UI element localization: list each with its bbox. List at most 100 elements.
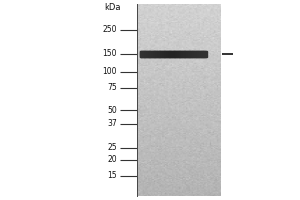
Bar: [150, 51, 151, 57]
Bar: [153, 51, 154, 57]
Bar: [170, 51, 171, 57]
Bar: [142, 51, 143, 57]
Bar: [178, 51, 179, 57]
Bar: [148, 51, 149, 57]
Bar: [177, 51, 178, 57]
Bar: [154, 51, 155, 57]
Bar: [140, 51, 141, 57]
Bar: [141, 51, 142, 57]
Bar: [182, 51, 183, 57]
Bar: [154, 51, 156, 57]
Bar: [179, 51, 180, 57]
Bar: [158, 51, 159, 57]
Bar: [171, 51, 172, 57]
Bar: [193, 51, 194, 57]
Bar: [186, 51, 187, 57]
Bar: [168, 51, 169, 57]
Text: 100: 100: [103, 68, 117, 76]
Bar: [156, 51, 157, 57]
Bar: [160, 51, 161, 57]
Bar: [176, 51, 177, 57]
Bar: [179, 51, 181, 57]
Text: 15: 15: [107, 171, 117, 180]
Bar: [160, 51, 162, 57]
Bar: [158, 51, 160, 57]
Bar: [202, 51, 203, 57]
Bar: [201, 51, 202, 57]
Bar: [206, 51, 207, 57]
Bar: [196, 51, 197, 57]
Bar: [180, 51, 181, 57]
Bar: [194, 51, 196, 57]
Bar: [163, 51, 164, 57]
Bar: [172, 51, 173, 57]
Bar: [192, 51, 193, 57]
Bar: [173, 51, 175, 57]
Bar: [141, 51, 142, 57]
Bar: [144, 51, 145, 57]
Bar: [159, 51, 160, 57]
Bar: [167, 51, 168, 57]
Bar: [184, 51, 185, 57]
Text: 37: 37: [107, 119, 117, 129]
Bar: [162, 51, 163, 57]
Bar: [196, 51, 198, 57]
Bar: [155, 51, 156, 57]
Bar: [177, 51, 178, 57]
Bar: [152, 51, 154, 57]
Bar: [149, 51, 151, 57]
Bar: [187, 51, 188, 57]
Bar: [142, 51, 143, 57]
Bar: [151, 51, 152, 57]
Bar: [181, 51, 182, 57]
Bar: [196, 51, 197, 57]
Bar: [181, 51, 182, 57]
Bar: [166, 51, 167, 57]
Bar: [178, 51, 179, 57]
Bar: [197, 51, 198, 57]
Bar: [146, 51, 147, 57]
Text: 75: 75: [107, 84, 117, 92]
Text: kDa: kDa: [104, 3, 121, 12]
Bar: [157, 51, 158, 57]
Bar: [169, 51, 170, 57]
Bar: [143, 51, 145, 57]
Bar: [200, 51, 201, 57]
Bar: [204, 51, 206, 57]
Bar: [160, 51, 161, 57]
Bar: [148, 51, 150, 57]
Bar: [184, 51, 186, 57]
Bar: [146, 51, 147, 57]
Bar: [153, 51, 154, 57]
Bar: [167, 51, 168, 57]
Text: 150: 150: [103, 49, 117, 58]
Bar: [175, 51, 176, 57]
Bar: [202, 51, 203, 57]
Bar: [193, 51, 194, 57]
Bar: [200, 51, 202, 57]
Bar: [203, 51, 204, 57]
Bar: [173, 51, 174, 57]
Text: 250: 250: [103, 25, 117, 34]
Bar: [161, 51, 162, 57]
Bar: [162, 51, 164, 57]
Bar: [185, 51, 187, 57]
Bar: [187, 51, 188, 57]
Text: 20: 20: [107, 156, 117, 164]
Bar: [174, 51, 175, 57]
Bar: [147, 51, 148, 57]
Bar: [182, 51, 183, 57]
Bar: [195, 51, 196, 57]
Bar: [185, 51, 186, 57]
Bar: [169, 51, 171, 57]
Bar: [176, 51, 177, 57]
Bar: [204, 51, 205, 57]
Bar: [183, 51, 184, 57]
Bar: [152, 51, 153, 57]
Bar: [188, 51, 189, 57]
Bar: [164, 51, 166, 57]
Bar: [166, 51, 167, 57]
Bar: [145, 51, 146, 57]
Bar: [198, 51, 199, 57]
Bar: [198, 51, 200, 57]
